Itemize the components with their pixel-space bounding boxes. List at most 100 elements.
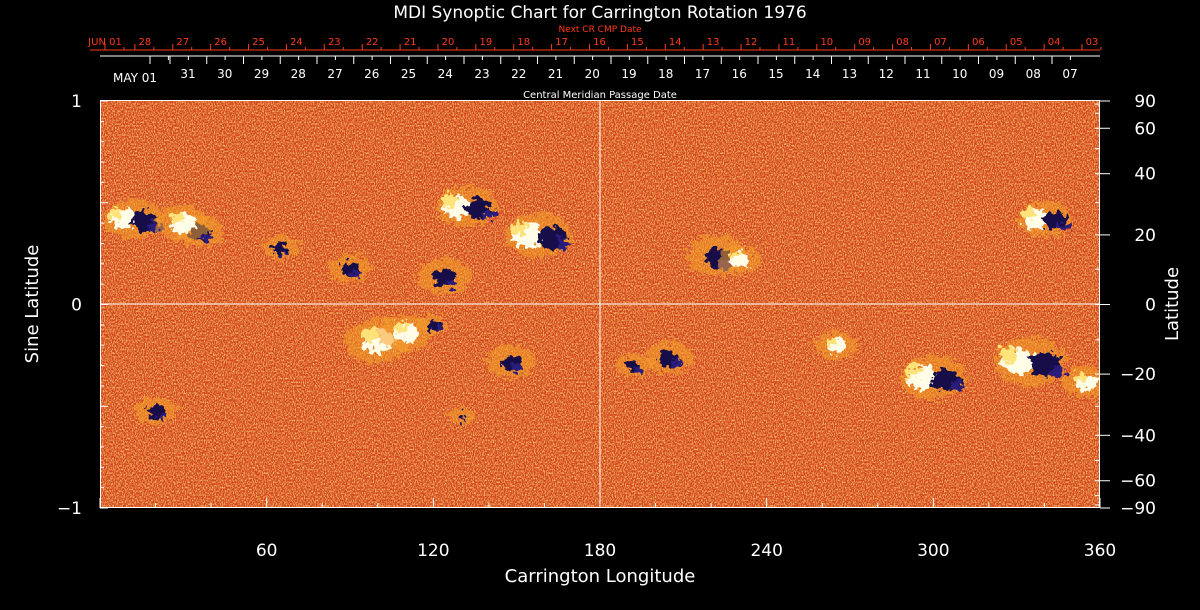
next-cr-date-label: 16: [593, 37, 606, 48]
negative-fragment: [949, 381, 966, 393]
cmp-date-label: 08: [1026, 67, 1041, 81]
chart-title: MDI Synoptic Chart for Carrington Rotati…: [393, 3, 806, 23]
cmp-date-label: 29: [254, 67, 269, 81]
next-cr-date-label: 07: [934, 37, 947, 48]
negative-fragment: [481, 209, 496, 220]
next-cr-date-label: 23: [328, 37, 341, 48]
y-axis-label-left: Sine Latitude: [22, 245, 43, 364]
negative-fragment: [670, 359, 682, 368]
positive-plage: [729, 251, 741, 260]
y-axis-right: 90 60 40 20 0 −20 −40 −60 −90: [1095, 92, 1156, 519]
positive-plage: [170, 212, 186, 224]
active-region: [329, 253, 371, 282]
active-region: [900, 355, 967, 400]
active-region: [717, 245, 760, 274]
cmp-date-label: 11: [915, 67, 930, 81]
negative-fragment: [633, 367, 643, 374]
negative-fragment: [445, 278, 458, 288]
positive-plage: [392, 322, 408, 333]
next-cr-date-label: 15: [631, 37, 644, 48]
active-region: [615, 353, 652, 378]
next-cr-date-label: 06: [972, 37, 985, 48]
active-region: [417, 258, 472, 295]
next-cr-date-label: 18: [517, 37, 530, 48]
x-tick-label: 180: [584, 541, 616, 561]
x-tick-label: 60: [256, 541, 278, 561]
active-region: [645, 341, 694, 374]
cmp-date-label: 26: [364, 67, 379, 81]
next-cr-date-label: 20: [442, 37, 455, 48]
cmp-date-label: 17: [695, 67, 710, 81]
active-region: [1017, 201, 1072, 238]
cmp-date-label: 12: [879, 67, 894, 81]
cmp-date-label: 13: [842, 67, 857, 81]
y-left-tick-label: 1: [71, 92, 82, 112]
next-cr-date-label: 03: [1086, 37, 1099, 48]
next-cr-date-label: 25: [252, 37, 265, 48]
y-right-tick-label: −60: [1120, 472, 1156, 492]
cmp-date-label: 07: [1062, 67, 1077, 81]
next-cr-date-label: 22: [366, 37, 379, 48]
active-region: [1062, 365, 1100, 398]
positive-plage: [1021, 208, 1036, 220]
next-cr-date-label: 27: [176, 37, 189, 48]
x-tick-label: 120: [417, 541, 449, 561]
y-axis-left: 1 0 −1: [57, 92, 108, 519]
active-region: [815, 331, 858, 360]
y-left-tick-label: 0: [71, 296, 82, 316]
cmp-date-label: 18: [658, 67, 673, 81]
next-cr-date-label: 10: [820, 37, 833, 48]
negative-fragment: [200, 233, 212, 242]
negative-fragment: [555, 238, 571, 250]
next-cr-date-label: 05: [1010, 37, 1023, 48]
next-cr-date-label: 24: [290, 37, 303, 48]
next-cr-date-label: 08: [896, 37, 909, 48]
negative-fragment: [281, 249, 290, 256]
cmp-date-label: 16: [732, 67, 747, 81]
next-cr-date-label: 04: [1048, 37, 1061, 48]
active-region: [103, 199, 164, 240]
active-region: [418, 314, 449, 335]
active-regions: [103, 186, 1100, 425]
cmp-axis-title: Central Meridian Passage Date: [523, 90, 677, 101]
positive-plage: [1074, 372, 1088, 382]
negative-fragment: [1048, 365, 1066, 378]
cmp-date-label: 15: [768, 67, 783, 81]
cmp-date-label: MAY 01: [113, 71, 157, 85]
y-right-tick-label: 20: [1134, 226, 1156, 246]
active-region: [134, 396, 177, 425]
active-region: [262, 235, 299, 260]
cmp-date-label: 31: [180, 67, 195, 81]
positive-plage: [826, 336, 838, 346]
y-right-tick-label: 40: [1134, 165, 1156, 185]
next-cr-date-label: 09: [858, 37, 871, 48]
y-right-tick-label: −90: [1120, 499, 1156, 519]
next-cr-date-label: 21: [404, 37, 417, 48]
negative-fragment: [461, 417, 468, 422]
active-region: [436, 186, 497, 227]
next-cr-date-axis: JUN 01 28 27 26 25 24 23 22 21 20 19 18 17 16 15 14 13 12…: [87, 37, 1102, 51]
active-region: [994, 337, 1067, 386]
negative-fragment: [433, 326, 441, 332]
positive-plage: [440, 194, 457, 207]
cmp-date-label: 25: [401, 67, 416, 81]
next-cr-axis-title: Next CR CMP Date: [558, 25, 642, 35]
x-tick-label: 300: [917, 541, 949, 561]
cmp-date-label: 20: [585, 67, 600, 81]
cmp-date-label: 09: [989, 67, 1004, 81]
cmp-date-label: 23: [474, 67, 489, 81]
next-cr-date-label: 12: [745, 37, 758, 48]
y-left-tick-label: −1: [57, 499, 82, 519]
x-axis-label: Carrington Longitude: [505, 566, 696, 587]
next-cr-date-label: 26: [214, 37, 227, 48]
next-cr-date-label: 19: [479, 37, 492, 48]
x-tick-label: 360: [1084, 541, 1116, 561]
active-region: [156, 205, 211, 242]
active-region: [449, 408, 474, 425]
y-axis-label-right: Latitude: [1162, 267, 1183, 341]
next-cr-date-label: 11: [783, 37, 796, 48]
positive-plage: [362, 327, 380, 342]
cmp-date-label: 27: [327, 67, 342, 81]
next-cr-date-label: 28: [139, 37, 152, 48]
